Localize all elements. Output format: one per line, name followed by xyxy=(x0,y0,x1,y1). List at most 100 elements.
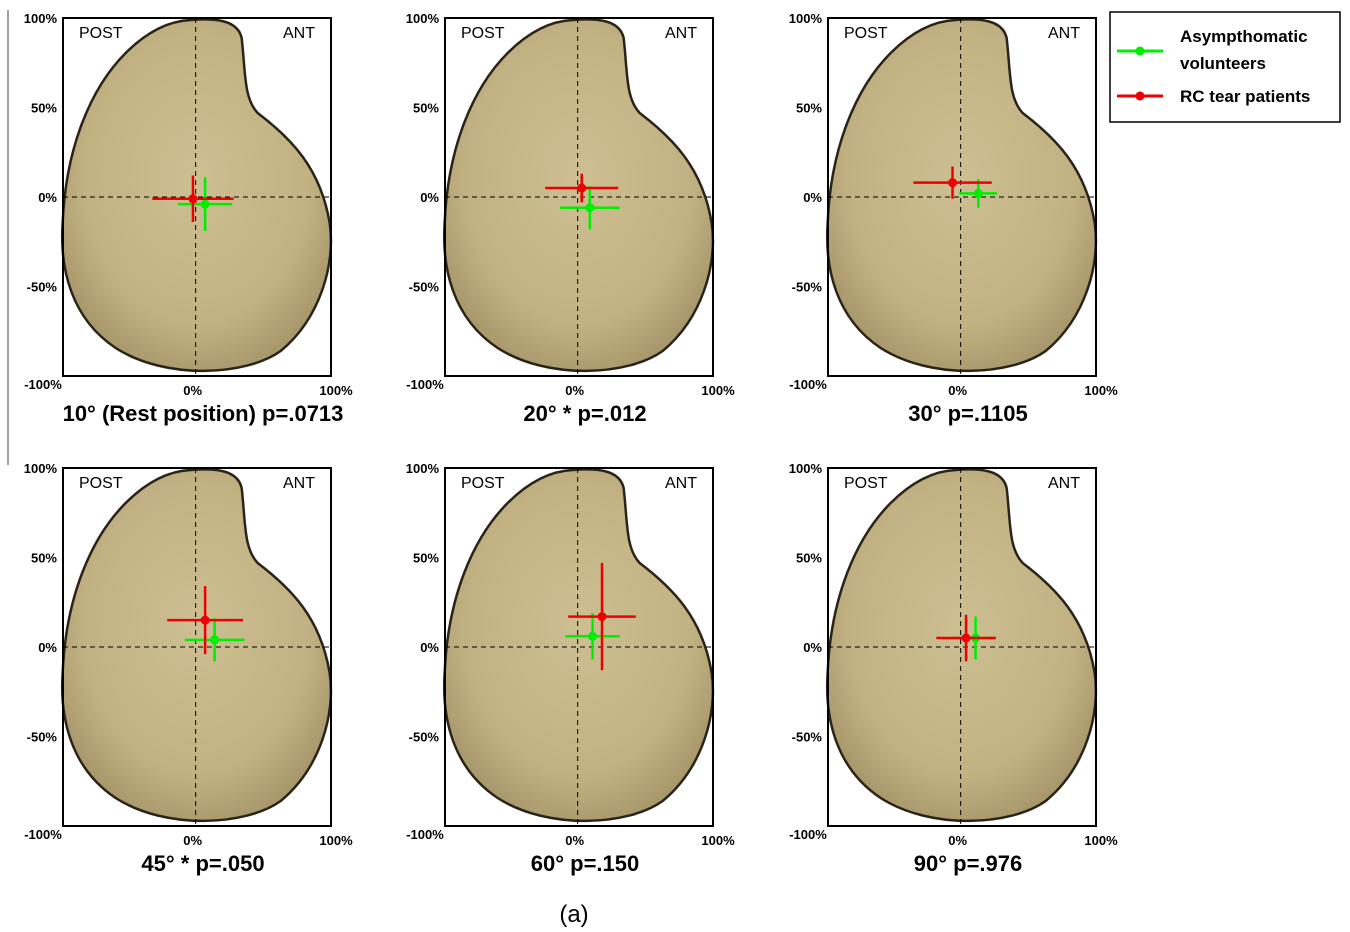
data-point xyxy=(210,635,220,645)
glenoid-shape xyxy=(60,468,333,823)
x-tick-label: 100% xyxy=(1084,833,1118,848)
series-volunteers xyxy=(184,618,245,662)
series-patients xyxy=(152,175,234,223)
panel-title: 45° * p=.050 xyxy=(141,851,264,876)
panel-title: 90° p=.976 xyxy=(914,851,1023,876)
panel-4: 100% 50% 0% -50% -100% 0% 100% POST ANT 45° * p=.… xyxy=(24,461,353,876)
series-volunteers xyxy=(178,177,233,232)
panel-title: 20° * p=.012 xyxy=(523,401,646,426)
y-tick-label: -50% xyxy=(409,730,440,745)
corner-label-ant: ANT xyxy=(1048,25,1080,42)
y-tick-label: 0% xyxy=(803,640,822,655)
y-tick-label: -50% xyxy=(792,730,823,745)
y-tick-label: 0% xyxy=(38,190,57,205)
y-tick-label: 50% xyxy=(31,101,57,116)
series-patients xyxy=(167,586,244,655)
x-tick-label: 0% xyxy=(183,383,202,398)
data-point xyxy=(585,203,595,213)
glenoid-shape xyxy=(60,18,333,373)
y-tick-label: 100% xyxy=(789,11,823,26)
legend-marker-patients xyxy=(1135,91,1145,101)
x-tick-label: 100% xyxy=(701,383,735,398)
data-point xyxy=(200,199,210,209)
y-tick-label: -50% xyxy=(27,280,58,295)
x-tick-label: 100% xyxy=(319,383,353,398)
figure-label: (a) xyxy=(559,901,588,928)
series-volunteers xyxy=(565,612,620,660)
panels: 100% 50% 0% -50% -100% 0% 100% POST ANT 10° (Rest… xyxy=(24,11,1118,876)
data-point xyxy=(948,178,958,188)
corner-label-post: POST xyxy=(844,25,888,42)
legend-label-volunteers: Asympthomatic xyxy=(1180,27,1308,46)
y-tick-label: -100% xyxy=(24,827,62,842)
series-patients xyxy=(545,173,619,203)
glenoid-shape xyxy=(442,18,715,373)
panel-1: 100% 50% 0% -50% -100% 0% 100% POST ANT 10° (Rest… xyxy=(24,11,353,426)
y-tick-label: 100% xyxy=(24,11,58,26)
panel-title: 30° p=.1105 xyxy=(908,401,1028,426)
legend-label-volunteers-line2: volunteers xyxy=(1180,54,1266,73)
y-tick-label: -100% xyxy=(24,377,62,392)
x-tick-label: 100% xyxy=(319,833,353,848)
legend: Asympthomatic volunteers RC tear patient… xyxy=(1109,11,1341,123)
corner-label-post: POST xyxy=(844,475,888,492)
y-tick-label: -100% xyxy=(789,827,827,842)
y-tick-label: 100% xyxy=(24,461,58,476)
y-tick-label: 0% xyxy=(420,190,439,205)
data-point xyxy=(577,183,587,193)
x-tick-label: 0% xyxy=(948,833,967,848)
legend-box xyxy=(1109,11,1341,123)
panel-title: 10° (Rest position) p=.0713 xyxy=(63,401,344,426)
data-point xyxy=(200,615,210,625)
series-patients xyxy=(568,562,636,671)
corner-label-post: POST xyxy=(79,25,123,42)
glenoid-shape xyxy=(825,468,1098,823)
x-tick-label: 0% xyxy=(183,833,202,848)
y-tick-label: -100% xyxy=(789,377,827,392)
corner-label-ant: ANT xyxy=(1048,475,1080,492)
panel-title: 60° p=.150 xyxy=(531,851,640,876)
y-tick-label: 0% xyxy=(420,640,439,655)
x-tick-label: 0% xyxy=(565,383,584,398)
data-point xyxy=(188,194,198,204)
corner-label-post: POST xyxy=(461,475,505,492)
y-tick-label: 100% xyxy=(789,461,823,476)
data-point xyxy=(973,188,983,198)
y-tick-label: 50% xyxy=(796,101,822,116)
series-volunteers xyxy=(560,186,620,230)
series-volunteers xyxy=(959,179,998,208)
panel-6: 100% 50% 0% -50% -100% 0% 100% POST ANT 90° p=.97… xyxy=(789,461,1118,876)
y-tick-label: 100% xyxy=(406,461,440,476)
y-tick-label: 100% xyxy=(406,11,440,26)
corner-label-ant: ANT xyxy=(665,475,697,492)
series-patients xyxy=(913,166,992,199)
x-tick-label: 100% xyxy=(1084,383,1118,398)
legend-entry-volunteers: Asympthomatic volunteers xyxy=(1117,27,1308,73)
panel-2: 100% 50% 0% -50% -100% 0% 100% POST ANT 20° * p=.… xyxy=(406,11,735,426)
panel-5: 100% 50% 0% -50% -100% 0% 100% POST ANT 60° p=.15… xyxy=(406,461,735,876)
x-tick-label: 0% xyxy=(565,833,584,848)
series-patients xyxy=(936,614,996,662)
legend-marker-volunteers xyxy=(1135,46,1145,56)
data-point xyxy=(597,612,607,622)
legend-label-patients: RC tear patients xyxy=(1180,87,1310,106)
corner-label-post: POST xyxy=(461,25,505,42)
y-tick-label: 50% xyxy=(31,551,57,566)
y-tick-label: -100% xyxy=(406,377,444,392)
glenoid-shape xyxy=(442,468,715,823)
corner-label-ant: ANT xyxy=(283,475,315,492)
panel-3: 100% 50% 0% -50% -100% 0% 100% POST ANT 30° p=.11… xyxy=(789,11,1118,426)
data-point xyxy=(588,631,598,641)
y-tick-label: -100% xyxy=(406,827,444,842)
y-tick-label: 50% xyxy=(413,551,439,566)
x-tick-label: 100% xyxy=(701,833,735,848)
corner-label-ant: ANT xyxy=(283,25,315,42)
glenoid-shape xyxy=(825,18,1098,373)
y-tick-label: -50% xyxy=(409,280,440,295)
y-tick-label: 0% xyxy=(38,640,57,655)
y-tick-label: 0% xyxy=(803,190,822,205)
legend-entry-patients: RC tear patients xyxy=(1117,87,1310,106)
corner-label-ant: ANT xyxy=(665,25,697,42)
corner-label-post: POST xyxy=(79,475,123,492)
